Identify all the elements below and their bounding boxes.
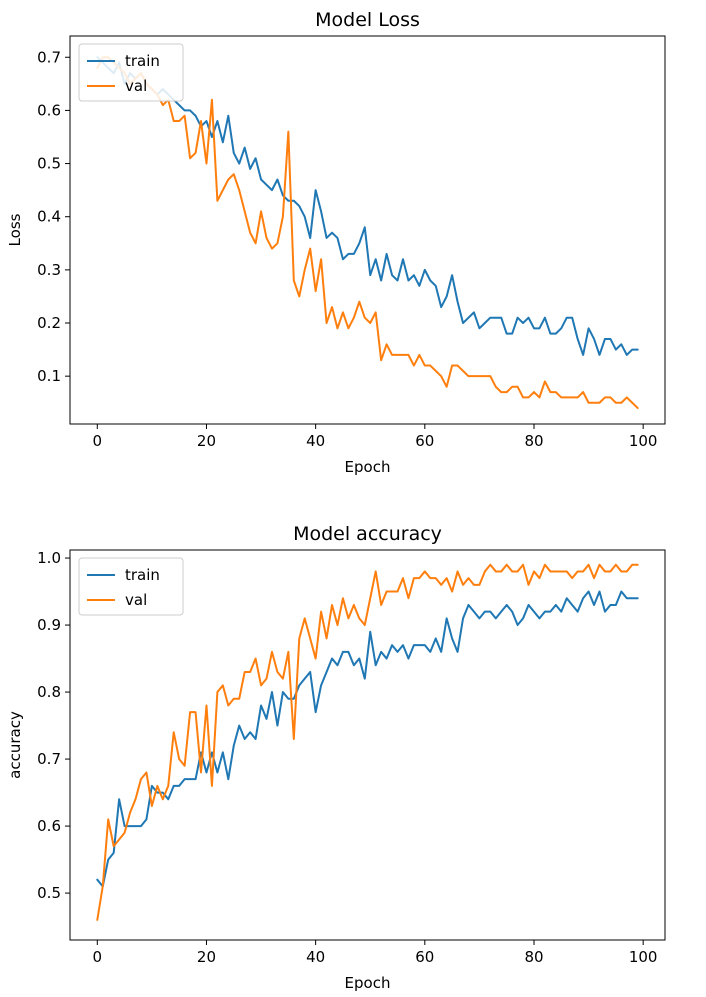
loss-plot-frame: [69, 35, 666, 425]
loss-x-tick-label: 40: [306, 432, 325, 450]
accuracy-y-axis-label: accuracy: [6, 711, 24, 779]
accuracy-x-axis-label: Epoch: [345, 974, 391, 992]
loss-x-tick-label: 80: [524, 432, 543, 450]
accuracy-legend-label-val: val: [125, 591, 147, 609]
loss-x-tick-label: 0: [93, 432, 103, 450]
accuracy-x-tick-label: 100: [629, 948, 658, 966]
accuracy-y-tick-label: 0.6: [37, 817, 61, 835]
accuracy-x-tick-label: 40: [306, 948, 325, 966]
accuracy-x-tick-label: 0: [93, 948, 103, 966]
loss-y-tick-label: 0.4: [37, 208, 61, 226]
loss-x-tick-label: 20: [197, 432, 216, 450]
loss-series-line-train: [96, 56, 639, 356]
loss-series-line-val: [96, 56, 639, 410]
loss-legend-label-train: train: [125, 52, 160, 70]
loss-y-tick-label: 0.7: [37, 48, 61, 66]
accuracy-legend-label-train: train: [125, 566, 160, 584]
accuracy-x-tick-label: 20: [197, 948, 216, 966]
accuracy-y-tick-label: 0.8: [37, 683, 61, 701]
loss-x-tick-label: 100: [629, 432, 658, 450]
loss-y-tick-label: 0.3: [37, 261, 61, 279]
accuracy-title: Model accuracy: [293, 523, 442, 545]
loss-legend-label-val: val: [125, 77, 147, 95]
accuracy-series-line-val: [96, 563, 639, 921]
accuracy-y-tick-label: 0.7: [37, 750, 61, 768]
loss-title: Model Loss: [315, 9, 420, 31]
accuracy-chart: Model accuracy 0 20 40 60 80 100 0.5 0.6 0.7 0.8 0.…: [6, 523, 666, 992]
loss-y-tick-label: 0.2: [37, 314, 61, 332]
accuracy-series-line-train: [96, 590, 639, 888]
accuracy-x-tick-label: 80: [524, 948, 543, 966]
loss-y-tick-label: 0.1: [37, 367, 61, 385]
loss-y-tick-label: 0.6: [37, 101, 61, 119]
accuracy-y-tick-label: 0.5: [37, 884, 61, 902]
loss-chart: Model Loss 0 20 40 60 80 100 0.1 0.2 0.3 0.4 0.5 0.6…: [6, 9, 666, 476]
accuracy-x-tick-label: 60: [415, 948, 434, 966]
accuracy-plot-frame: [69, 549, 666, 941]
loss-y-axis-label: Loss: [6, 213, 24, 246]
accuracy-y-tick-label: 1.0: [37, 549, 61, 567]
loss-x-tick-label: 60: [415, 432, 434, 450]
loss-y-tick-label: 0.5: [37, 155, 61, 173]
loss-x-axis-label: Epoch: [345, 458, 391, 476]
accuracy-y-tick-label: 0.9: [37, 616, 61, 634]
